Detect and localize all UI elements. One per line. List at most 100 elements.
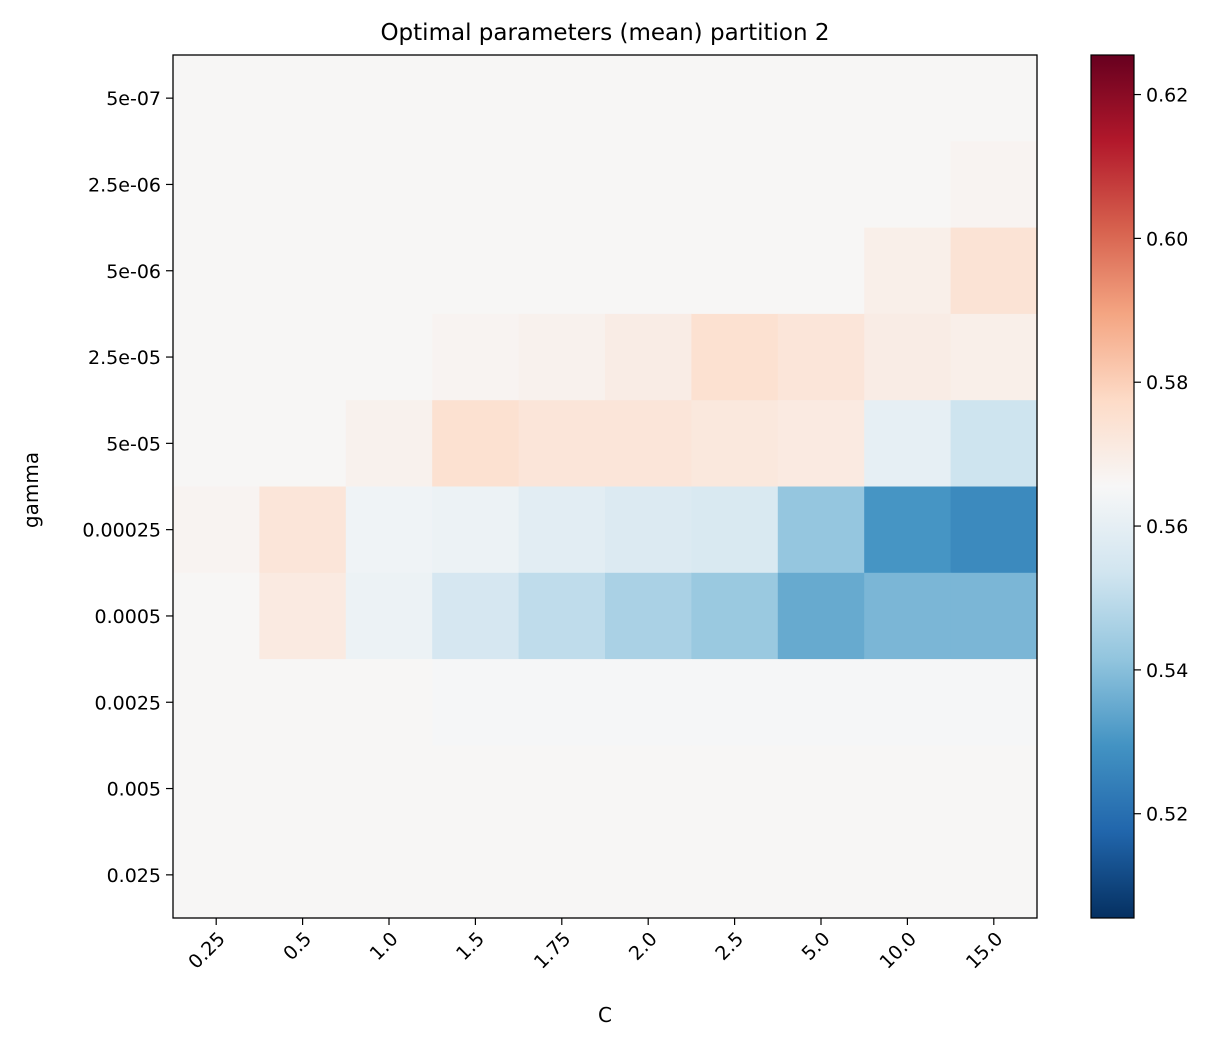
heatmap-cell — [777, 486, 865, 574]
heatmap-cell — [691, 831, 779, 919]
heatmap-cell — [173, 227, 260, 315]
heatmap-cell — [864, 831, 952, 919]
heatmap-cells — [173, 55, 1038, 919]
x-axis-label: C — [598, 1003, 612, 1027]
heatmap-cell — [345, 55, 433, 142]
heatmap-cell — [864, 572, 952, 660]
x-tick-label: 15.0 — [962, 928, 1007, 973]
colorbar-tick-label: 0.62 — [1146, 85, 1188, 107]
y-tick-label: 0.025 — [107, 865, 161, 887]
y-tick-label: 5e-07 — [106, 88, 161, 110]
heatmap-cell — [259, 400, 347, 488]
colorbar-tick-label: 0.58 — [1146, 372, 1188, 394]
colorbar — [1090, 54, 1135, 919]
heatmap-cell — [432, 55, 520, 142]
heatmap-cell — [259, 572, 347, 660]
heatmap-cell — [518, 313, 606, 401]
heatmap-cell — [777, 831, 865, 919]
heatmap-cell — [777, 227, 865, 315]
heatmap-cell — [259, 313, 347, 401]
y-axis-ticks: 5e-07 2.5e-06 5e-06 2.5e-05 5e-05 0.00025 0.00… — [82, 88, 173, 887]
heatmap-cell — [518, 486, 606, 574]
heatmap-cell — [173, 400, 260, 488]
heatmap-cell — [518, 659, 606, 746]
heatmap-cell — [777, 313, 865, 401]
heatmap-cell — [345, 745, 433, 833]
heatmap-cell — [432, 572, 520, 660]
heatmap-cell — [173, 831, 260, 919]
heatmap-cell — [864, 55, 952, 142]
heatmap-cell — [691, 659, 779, 746]
heatmap-cell — [605, 313, 692, 401]
heatmap-cell — [259, 831, 347, 919]
heatmap-cell — [691, 141, 779, 229]
heatmap-cell — [518, 141, 606, 229]
heatmap-cell — [605, 659, 692, 746]
y-tick-label: 0.005 — [107, 779, 161, 801]
colorbar-tick-label: 0.56 — [1146, 516, 1188, 538]
heatmap-cell — [432, 313, 520, 401]
heatmap-cell — [864, 659, 952, 746]
heatmap-cell — [950, 55, 1038, 142]
x-tick-label: 0.5 — [279, 928, 316, 965]
heatmap-cell — [691, 486, 779, 574]
y-tick-label: 0.0025 — [95, 692, 161, 714]
heatmap-cell — [173, 55, 260, 142]
heatmap-cell — [173, 486, 260, 574]
colorbar-ticks: 0.52 0.54 0.56 0.58 0.60 0.62 — [1134, 85, 1188, 826]
x-axis-ticks: 0.25 0.5 1.0 1.5 1.75 2.0 2.5 5.0 10.0 15.0 — [184, 918, 1007, 973]
heatmap-cell — [777, 659, 865, 746]
heatmap-cell — [173, 572, 260, 660]
heatmap-cell — [950, 831, 1038, 919]
y-tick-label: 0.00025 — [82, 520, 161, 542]
heatmap-cell — [605, 227, 692, 315]
heatmap-cell — [518, 831, 606, 919]
heatmap-cell — [691, 227, 779, 315]
heatmap-cell — [259, 659, 347, 746]
heatmap-cell — [950, 141, 1038, 229]
heatmap-cell — [345, 313, 433, 401]
x-tick-label: 5.0 — [798, 928, 835, 965]
x-tick-label: 1.5 — [452, 928, 489, 965]
y-tick-label: 2.5e-06 — [88, 174, 161, 196]
colorbar-tick-label: 0.54 — [1146, 660, 1188, 682]
x-tick-label: 2.0 — [625, 928, 662, 965]
heatmap-cell — [345, 227, 433, 315]
heatmap-cell — [864, 745, 952, 833]
heatmap-cell — [691, 572, 779, 660]
heatmap-cell — [432, 141, 520, 229]
heatmap-cell — [864, 400, 952, 488]
heatmap-cell — [345, 486, 433, 574]
heatmap-cell — [691, 313, 779, 401]
heatmap-cell — [864, 141, 952, 229]
heatmap-cell — [432, 745, 520, 833]
heatmap-cell — [864, 227, 952, 315]
heatmap-cell — [777, 572, 865, 660]
y-tick-label: 0.0005 — [95, 606, 161, 628]
heatmap-cell — [345, 572, 433, 660]
heatmap-cell — [777, 745, 865, 833]
heatmap-cell — [345, 831, 433, 919]
heatmap-cell — [259, 227, 347, 315]
heatmap-cell — [518, 745, 606, 833]
heatmap-cell — [605, 400, 692, 488]
colorbar-tick-label: 0.52 — [1146, 804, 1188, 826]
heatmap-cell — [605, 141, 692, 229]
heatmap-cell — [950, 572, 1038, 660]
heatmap-cell — [345, 659, 433, 746]
y-axis-label: gamma — [19, 452, 43, 528]
heatmap-cell — [950, 313, 1038, 401]
heatmap-cell — [173, 313, 260, 401]
heatmap-cell — [432, 659, 520, 746]
heatmap-cell — [950, 745, 1038, 833]
x-tick-label: 10.0 — [875, 928, 920, 973]
heatmap-cell — [691, 745, 779, 833]
heatmap-cell — [605, 745, 692, 833]
heatmap-cell — [605, 572, 692, 660]
heatmap-cell — [691, 55, 779, 142]
heatmap-cell — [864, 486, 952, 574]
heatmap-cell — [518, 55, 606, 142]
heatmap-cell — [950, 659, 1038, 746]
heatmap-cell — [950, 227, 1038, 315]
y-tick-label: 2.5e-05 — [88, 347, 161, 369]
